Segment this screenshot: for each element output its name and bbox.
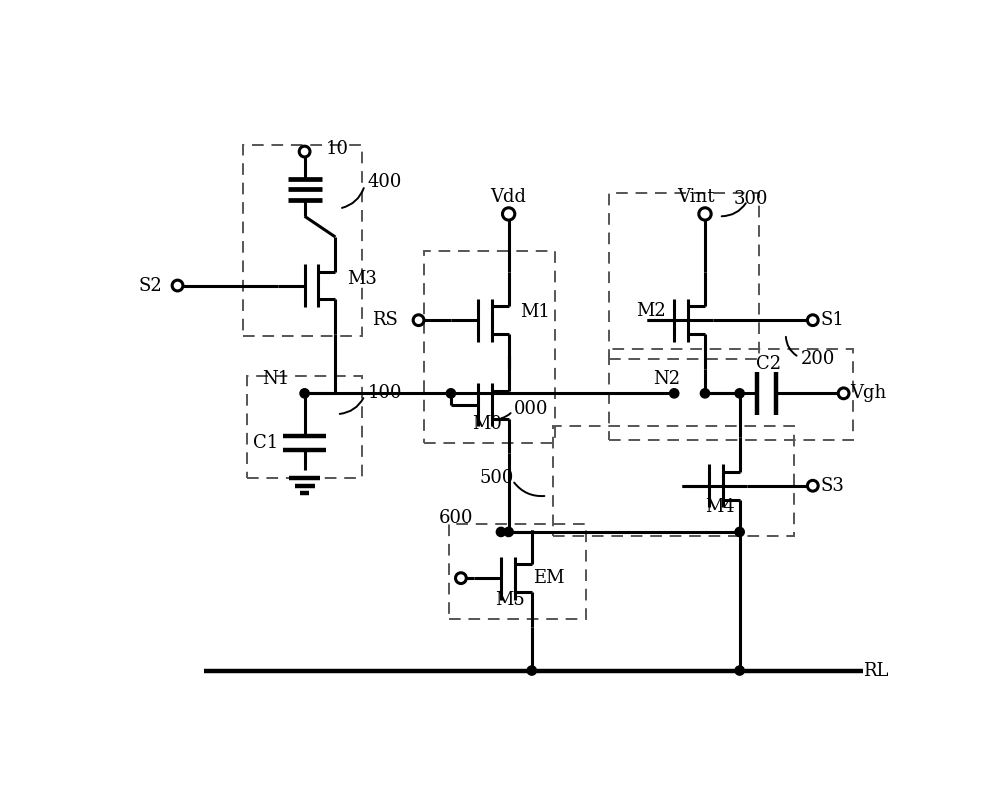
Text: 100: 100 (368, 384, 402, 402)
Circle shape (700, 388, 710, 398)
Text: M3: M3 (347, 271, 377, 288)
Bar (424, 251, 555, 444)
Text: 400: 400 (368, 172, 402, 191)
Circle shape (527, 666, 536, 675)
Text: M4: M4 (705, 498, 735, 517)
Text: M2: M2 (636, 302, 665, 320)
Text: M1: M1 (520, 304, 550, 321)
Text: Vint: Vint (677, 188, 715, 206)
Text: Vgh: Vgh (850, 384, 886, 402)
Text: C1: C1 (253, 434, 279, 453)
Text: M0: M0 (472, 415, 502, 433)
Text: S2: S2 (139, 276, 162, 295)
Text: C2: C2 (756, 355, 781, 373)
Text: EM: EM (533, 570, 564, 587)
Circle shape (735, 527, 744, 537)
Text: 000: 000 (514, 400, 549, 418)
Circle shape (496, 527, 506, 537)
Text: 300: 300 (734, 190, 768, 207)
Circle shape (670, 388, 679, 398)
Text: S1: S1 (820, 312, 844, 329)
Text: M5: M5 (495, 590, 525, 609)
Circle shape (504, 527, 513, 537)
Circle shape (446, 388, 456, 398)
Bar (449, 524, 586, 619)
Circle shape (735, 666, 744, 675)
Bar (247, 376, 362, 478)
Bar (243, 145, 362, 336)
Text: N1: N1 (262, 371, 289, 388)
Bar (553, 426, 794, 536)
Text: RL: RL (863, 662, 889, 679)
Bar (609, 193, 759, 359)
Circle shape (735, 388, 744, 398)
Bar (609, 349, 853, 440)
Text: N2: N2 (653, 371, 680, 388)
Text: 600: 600 (439, 509, 474, 527)
Text: 10: 10 (325, 140, 348, 159)
Text: RS: RS (373, 312, 398, 329)
Text: 500: 500 (480, 469, 514, 487)
Circle shape (300, 388, 309, 398)
Text: S3: S3 (820, 477, 844, 495)
Text: 200: 200 (801, 350, 836, 368)
Text: Vdd: Vdd (491, 188, 527, 206)
